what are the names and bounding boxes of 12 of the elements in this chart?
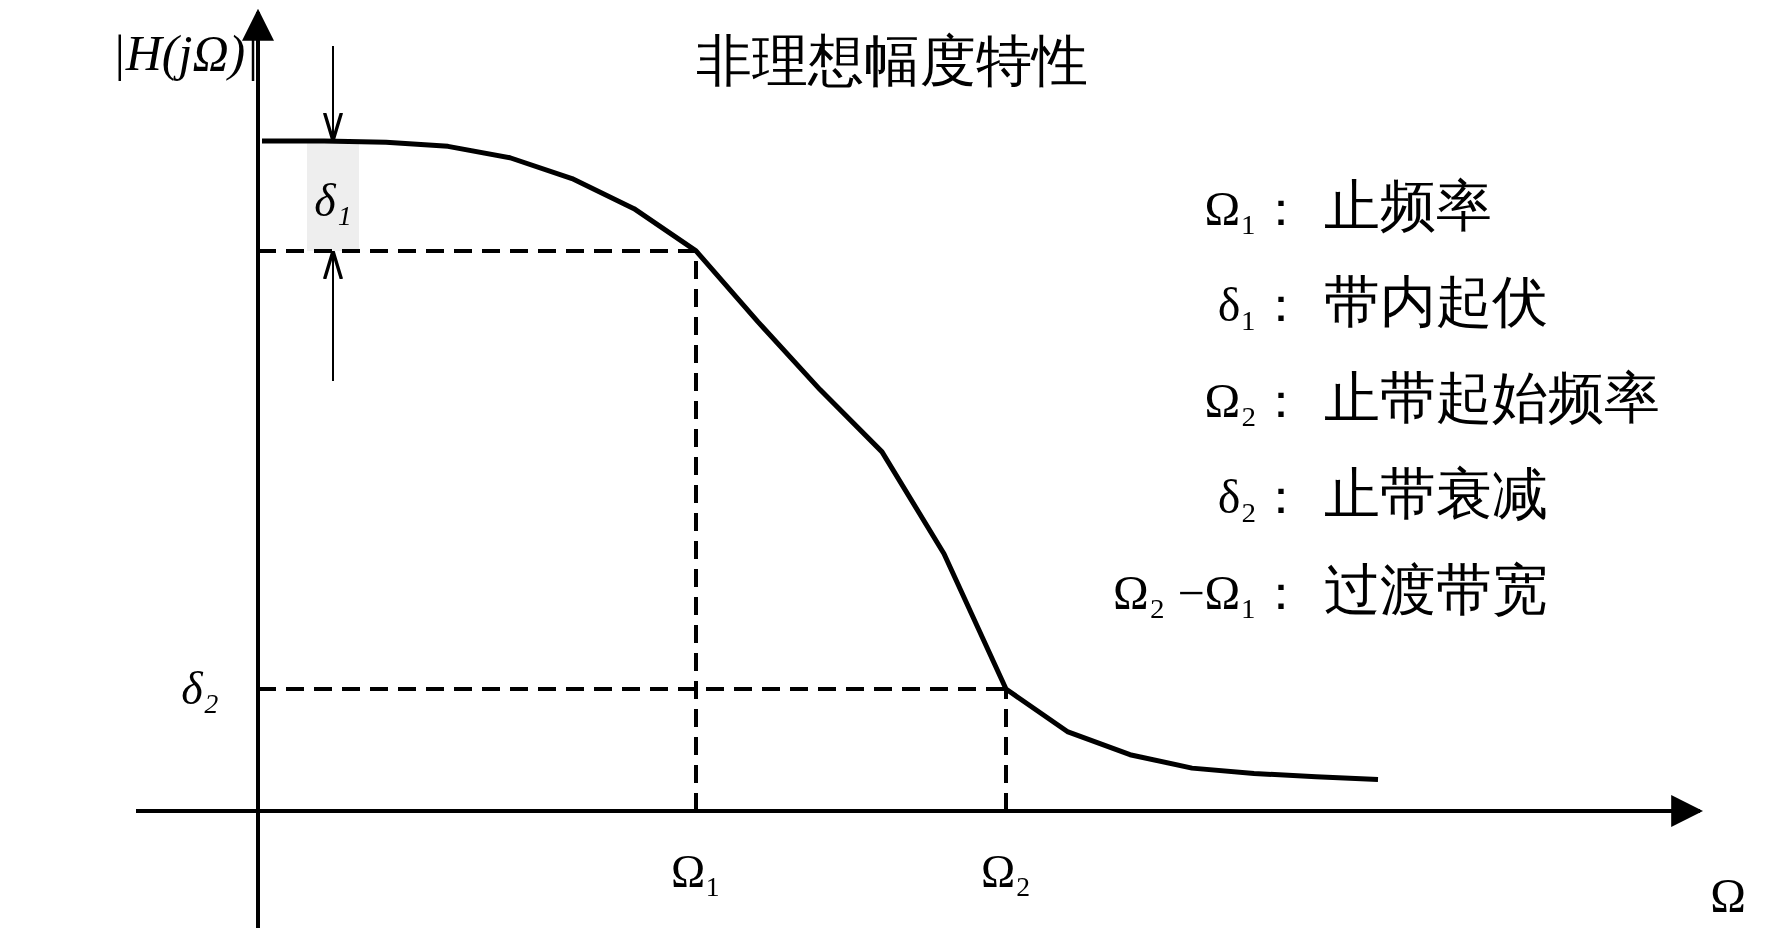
ref-line-label: δ₂ xyxy=(181,663,219,715)
chart-title: 非理想幅度特性 xyxy=(696,28,1088,93)
annotation: Ω₂ −Ω₁： 过渡带宽 xyxy=(1113,557,1548,622)
annotation: δ₁： 带内起伏 xyxy=(1217,269,1548,334)
annotation: Ω xyxy=(1710,869,1746,922)
annotation: δ₂： 止带衰减 xyxy=(1217,461,1548,526)
annotation: Ω₁： 止频率 xyxy=(1204,173,1492,238)
annotation: Ω₂： 止带起始频率 xyxy=(1204,365,1660,430)
annotation: Ω₁ xyxy=(670,846,722,897)
annotation: Ω₂ xyxy=(980,846,1032,897)
y-axis-title: |H(jΩ)| xyxy=(112,25,259,81)
band-label: δ₁ xyxy=(314,174,352,226)
